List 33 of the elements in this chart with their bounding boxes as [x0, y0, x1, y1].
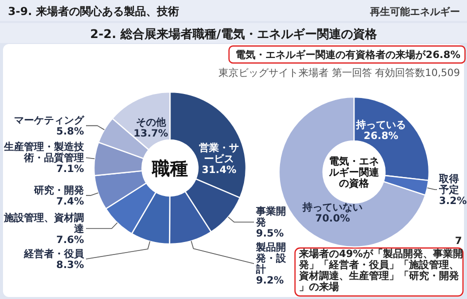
data-label: 9.2% [256, 276, 284, 287]
data-label: 5.8% [56, 126, 84, 138]
slice-label: マーケティング [14, 114, 85, 127]
text: 来場者の49%が「製品開発、事業開発」「経営者・役員」「施設管理、資材調達、生産管理」「研究・開発」の来場 [298, 248, 463, 293]
text: 再生可能エネルギー [369, 6, 460, 18]
slice-label: 営業・サービス [199, 142, 240, 166]
data-label: 3.2% [439, 196, 467, 208]
text: 7 [455, 236, 462, 247]
slice-label: その他 [136, 116, 167, 128]
data-label: 8.3% [56, 260, 84, 272]
text: 電気・エネルギー関連の資格 [328, 156, 380, 190]
chart-title: 2-2. 総合展来場者職種/電気・エネルギー関連の資格 [90, 27, 378, 41]
text: 電気・エネルギー関連の有資格者の来場が26.8% [236, 49, 460, 61]
slice-label: 持っていない [302, 202, 363, 214]
data-label: 9.5% [256, 228, 284, 240]
slice-label: 製品開発・設計 [255, 242, 287, 276]
slice-label: 施設管理、資材調達 [3, 212, 85, 236]
data-label: 7.6% [56, 235, 84, 246]
text: 3-9. 来場者の関心ある製品、技術 [8, 5, 179, 18]
data-label: 13.7% [133, 128, 168, 140]
data-label: 31.4% [202, 165, 236, 176]
slice-label: 事業開発 [255, 206, 286, 229]
slice-label: 持っている [354, 118, 406, 131]
data-label: 7.4% [56, 196, 84, 208]
slice-label: 取得予定 [438, 173, 459, 196]
slice-label: 研究・開発 [33, 184, 85, 196]
slice-label: 経営者・役員 [23, 248, 85, 260]
text: 東京ビッグサイト来場者 第一回答 有効回答数10,509 [218, 67, 460, 79]
data-label: 70.0% [315, 214, 350, 225]
slice-label: 生産管理・製造技術・品質管理 [3, 141, 85, 164]
data-label: 7.1% [56, 164, 84, 176]
data-label: 26.8% [364, 130, 398, 142]
text: 職種 [151, 158, 188, 180]
